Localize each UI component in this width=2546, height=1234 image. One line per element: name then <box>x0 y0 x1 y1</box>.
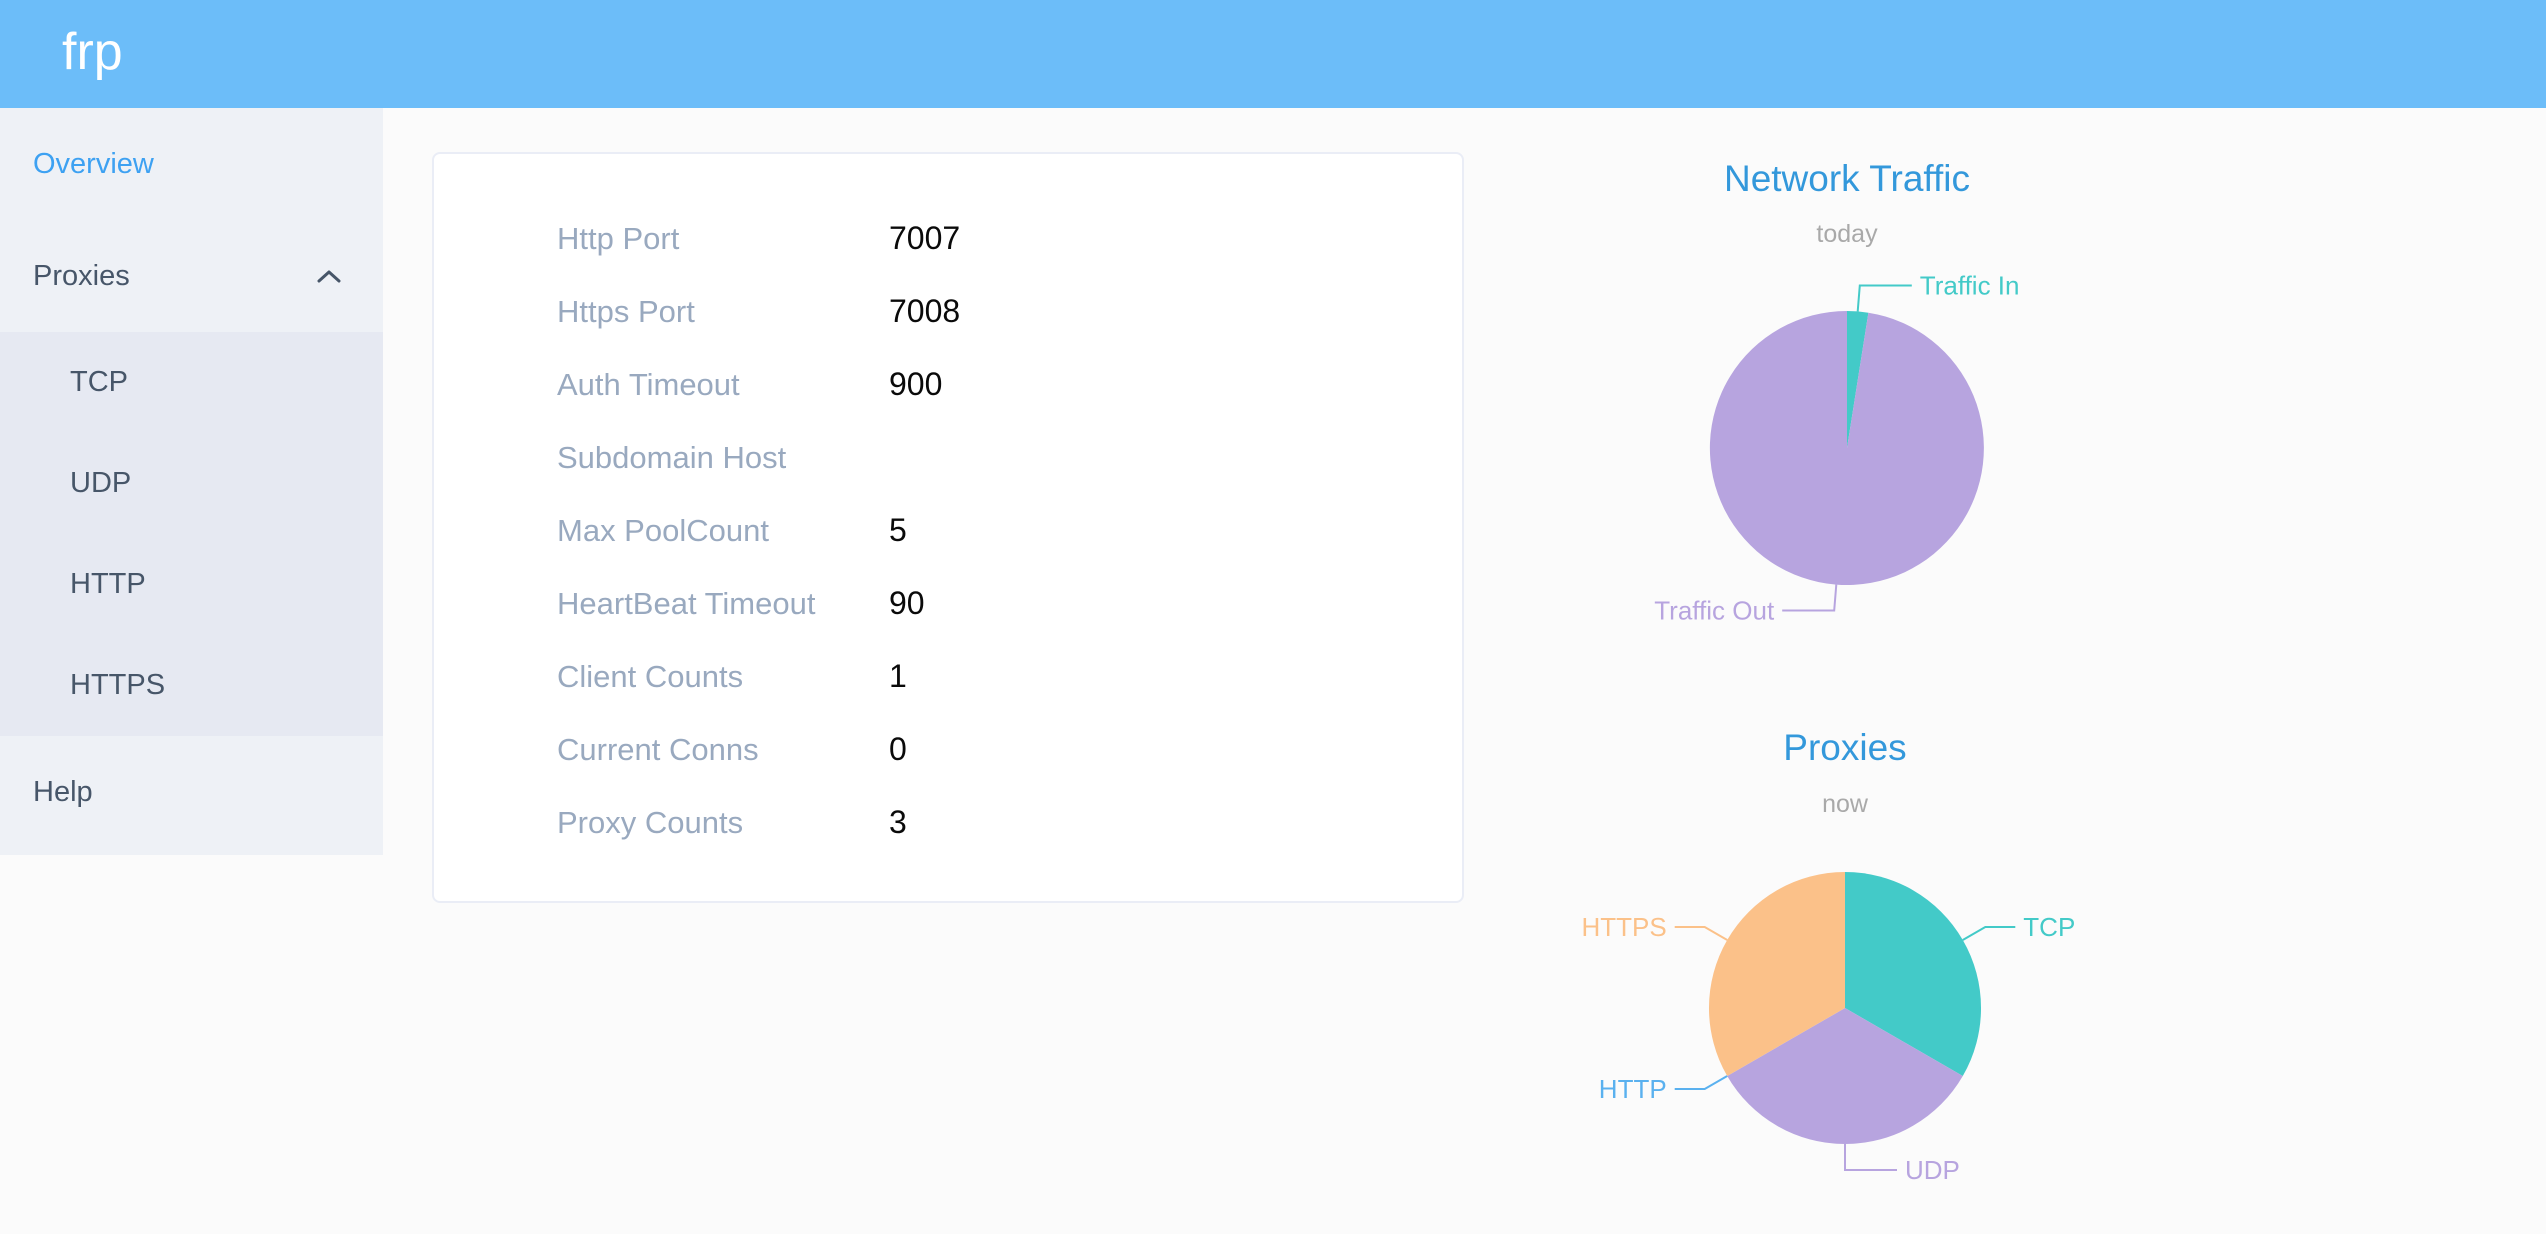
chevron-up-icon <box>317 269 341 283</box>
sidebar-item-label: TCP <box>70 366 128 398</box>
pie-label-udp: UDP <box>1905 1155 1960 1185</box>
config-row: Client Counts 1 <box>557 640 1402 713</box>
sidebar-item-label: Help <box>33 776 93 808</box>
sidebar: Overview Proxies TCP UDP HTTP HTTPS Help <box>0 108 383 855</box>
sidebar-item-udp[interactable]: UDP <box>0 433 383 534</box>
config-row: Http Port 7007 <box>557 202 1402 275</box>
sidebar-item-help[interactable]: Help <box>0 736 383 848</box>
app-header: frp <box>0 0 2546 108</box>
sidebar-item-label: Proxies <box>33 260 130 292</box>
sidebar-item-https[interactable]: HTTPS <box>0 635 383 736</box>
config-row: Subdomain Host <box>557 421 1402 494</box>
config-value: 0 <box>889 731 907 767</box>
pie-label-line-http <box>1674 1075 1728 1090</box>
chart-subtitle-proxies: now <box>1822 790 1868 818</box>
config-label: HeartBeat Timeout <box>557 585 816 621</box>
pie-label-line-traffic-out <box>1782 584 1838 612</box>
network-traffic-pie-chart[interactable]: Traffic In Traffic Out <box>1540 240 2154 670</box>
sidebar-item-overview[interactable]: Overview <box>0 108 383 220</box>
sidebar-submenu-proxies: TCP UDP HTTP HTTPS <box>0 332 383 736</box>
pie-label-http: HTTP <box>1599 1074 1667 1104</box>
config-label: Client Counts <box>557 658 744 694</box>
config-value: 1 <box>889 658 907 694</box>
config-label: Max PoolCount <box>557 512 769 548</box>
config-label: Subdomain Host <box>557 439 787 475</box>
sidebar-item-tcp[interactable]: TCP <box>0 332 383 433</box>
pie-slice-traffic-in[interactable] <box>1847 311 1869 448</box>
pie-slice-https[interactable] <box>1708 872 1845 1076</box>
sidebar-item-label: HTTPS <box>70 669 166 701</box>
config-value: 7007 <box>889 220 961 256</box>
config-label: Https Port <box>557 293 695 329</box>
sidebar-item-http[interactable]: HTTP <box>0 534 383 635</box>
config-row: Max PoolCount 5 <box>557 494 1402 567</box>
pie-label-tcp: TCP <box>2023 912 2075 942</box>
sidebar-item-proxies[interactable]: Proxies <box>0 220 383 332</box>
chart-subtitle-network-traffic: today <box>1816 220 1878 248</box>
pie-label-line-traffic-in <box>1856 284 1912 312</box>
config-row: Proxy Counts 3 <box>557 786 1402 859</box>
proxies-pie-chart[interactable]: TCP UDP HTTP HTTPS <box>1538 860 2152 1234</box>
config-label: Http Port <box>557 220 680 256</box>
pie-slice-udp[interactable] <box>1727 1008 1963 1145</box>
config-value: 90 <box>889 585 925 621</box>
config-label: Proxy Counts <box>557 804 744 840</box>
config-row: HeartBeat Timeout 90 <box>557 567 1402 640</box>
server-config-list: Http Port 7007 Https Port 7008 Auth Timeout 9… <box>557 202 1402 859</box>
pie-slice-traffic-out[interactable] <box>1709 310 1984 585</box>
config-label: Auth Timeout <box>557 366 740 402</box>
sidebar-item-label: HTTP <box>70 568 146 600</box>
pie-label-https: HTTPS <box>1581 912 1666 942</box>
pie-label-line-tcp <box>1962 926 2016 941</box>
config-value: 7008 <box>889 293 961 329</box>
config-row: Https Port 7008 <box>557 275 1402 348</box>
config-value: 5 <box>889 512 907 548</box>
config-row: Current Conns 0 <box>557 713 1402 786</box>
pie-label-traffic-in: Traffic In <box>1920 271 2020 301</box>
pie-label-line-https <box>1674 926 1728 941</box>
chart-title-network-traffic: Network Traffic <box>1723 158 1971 199</box>
config-value: 900 <box>889 366 943 402</box>
config-row: Auth Timeout 900 <box>557 348 1402 421</box>
config-label: Current Conns <box>557 731 759 767</box>
pie-label-line-udp <box>1844 1144 1897 1171</box>
pie-slice-tcp[interactable] <box>1845 872 1982 1076</box>
sidebar-item-label: Overview <box>33 148 154 180</box>
config-value: 3 <box>889 804 907 840</box>
pie-label-traffic-out: Traffic Out <box>1654 596 1775 626</box>
chart-title-proxies: Proxies <box>1783 727 1907 768</box>
server-config-card: Http Port 7007 Https Port 7008 Auth Timeout 9… <box>432 152 1464 903</box>
app-logo: frp <box>62 23 123 81</box>
sidebar-item-label: UDP <box>70 467 132 499</box>
